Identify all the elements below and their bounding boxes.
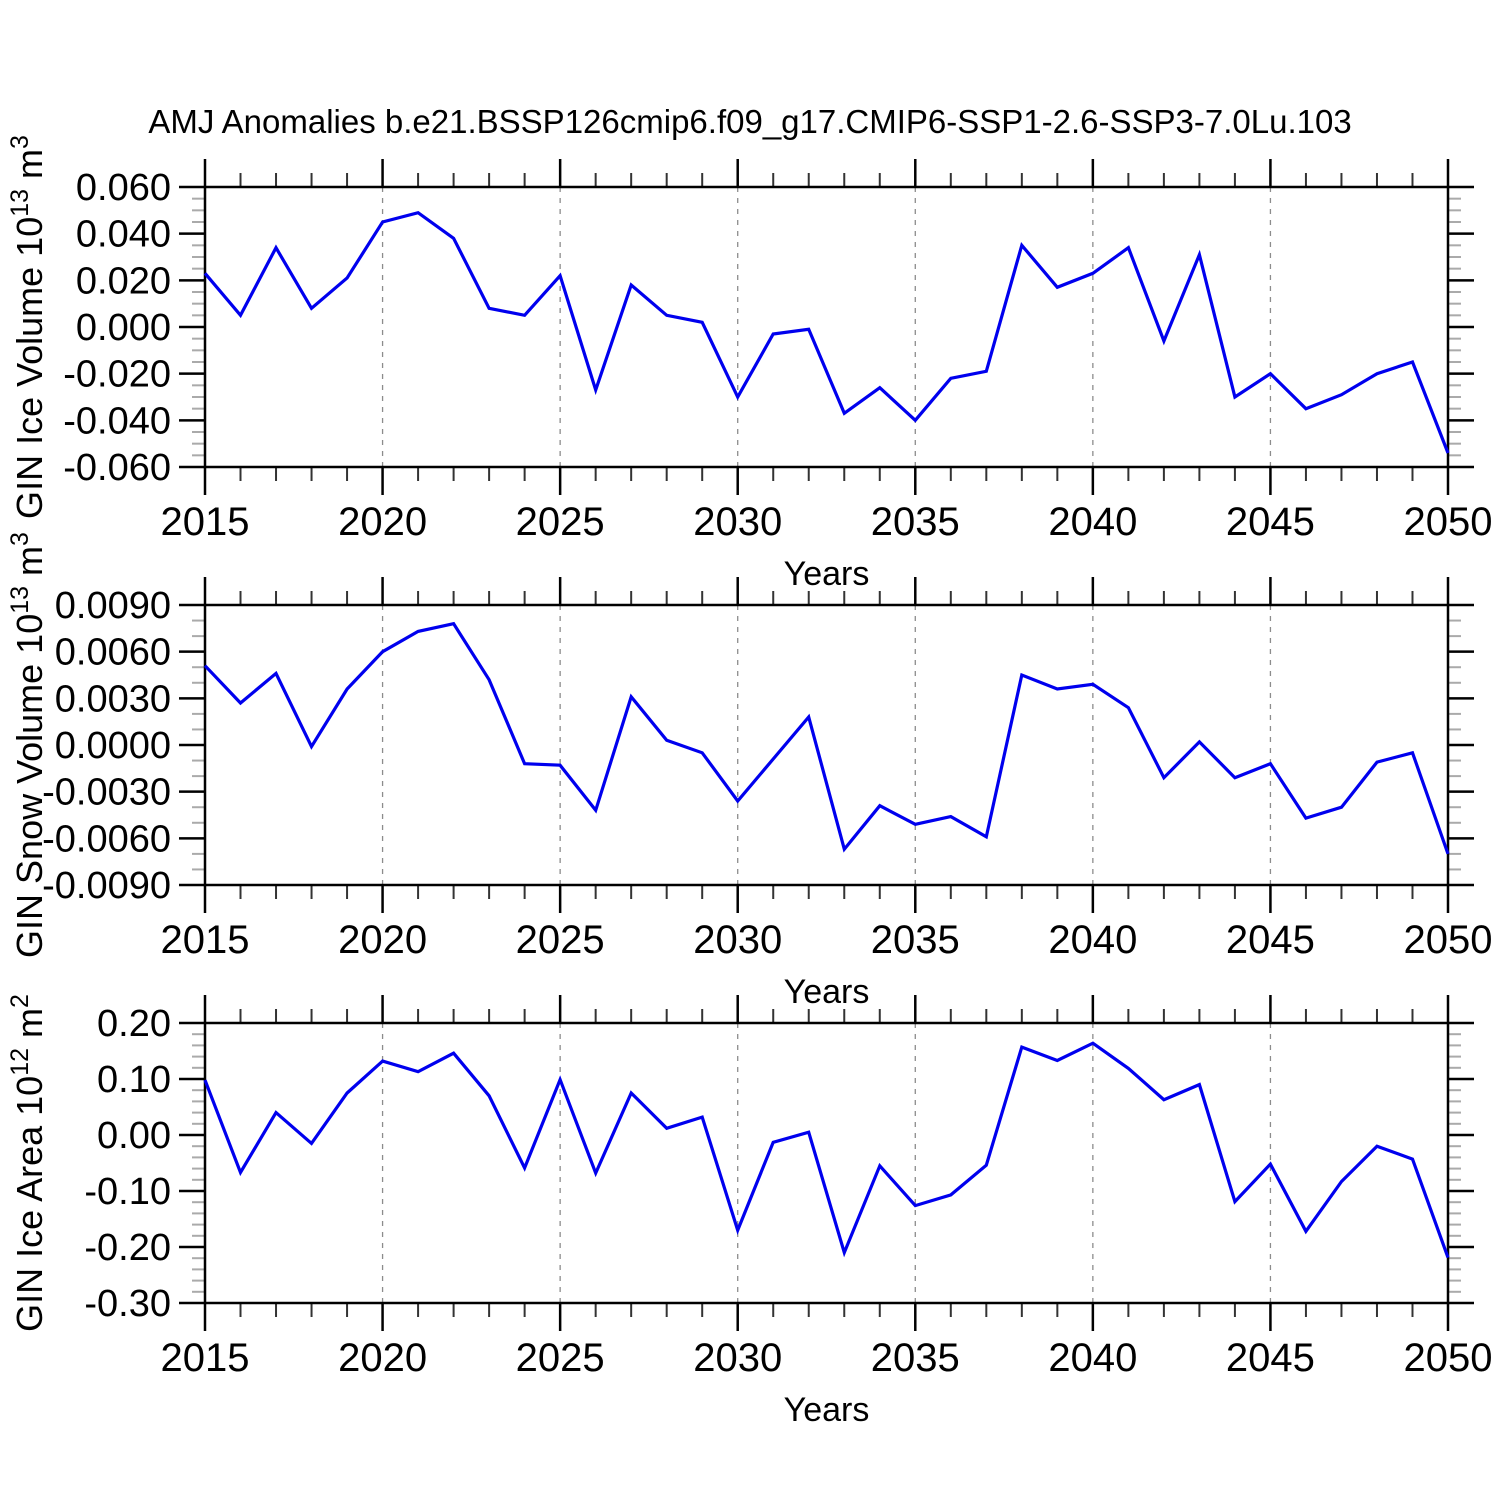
x-tick-label: 2045 [1226, 918, 1315, 962]
y-tick-label: 0.060 [76, 167, 171, 209]
x-tick-label: 2025 [516, 500, 605, 544]
panel-3: 0.20 0.10 0.00 -0.10 -0.20 -0.30 2015 2020 2025 2… [6, 994, 1492, 1429]
x-tick-label: 2030 [693, 918, 782, 962]
x-tick-label: 2045 [1226, 1336, 1315, 1380]
x-tick-label: 2030 [693, 500, 782, 544]
y-tick-label: 0.00 [97, 1115, 171, 1157]
x-tick-label: 2035 [871, 500, 960, 544]
y-tick-label: 0.000 [76, 307, 171, 349]
x-tick-label: 2030 [693, 1336, 782, 1380]
y-tick-label: 0.0090 [55, 585, 171, 627]
series-line [203, 210, 1450, 454]
y-tick-label: 0.20 [97, 1003, 171, 1045]
x-tick-label: 2020 [338, 918, 427, 962]
y-axis-title: GIN Snow Volume 1013 m3 [6, 532, 50, 958]
x-tick-label: 2015 [161, 918, 250, 962]
figure-title: AMJ Anomalies b.e21.BSSP126cmip6.f09_g17… [148, 103, 1352, 140]
axis-frame [203, 603, 1450, 887]
x-tick-label: 2015 [161, 1336, 250, 1380]
y-tick-label: -0.0090 [42, 865, 171, 907]
y-tick-label: -0.040 [63, 400, 171, 442]
y-tick-label: 0.0000 [55, 725, 171, 767]
x-axis-title: Years [784, 973, 870, 1011]
x-tick-label: 2040 [1048, 918, 1137, 962]
y-tick-label: -0.10 [84, 1171, 171, 1213]
y-tick-label: 0.020 [76, 260, 171, 302]
y-tick-label: 0.040 [76, 214, 171, 256]
x-tick-label: 2015 [161, 500, 250, 544]
x-tick-label: 2050 [1404, 918, 1493, 962]
y-tick-label: 0.10 [97, 1059, 171, 1101]
x-tick-label: 2035 [871, 1336, 960, 1380]
y-axis-title: GIN Ice Volume 1013 m3 [6, 135, 50, 519]
y-tick-label: -0.30 [84, 1283, 171, 1325]
y-tick-label: 0.0030 [55, 678, 171, 720]
x-tick-label: 2040 [1048, 500, 1137, 544]
axis-frame [203, 1021, 1450, 1305]
y-tick-label: -0.020 [63, 354, 171, 396]
series-line [203, 621, 1450, 855]
x-tick-label: 2050 [1404, 1336, 1493, 1380]
x-axis-title: Years [784, 555, 870, 593]
x-tick-label: 2035 [871, 918, 960, 962]
y-axis-title: GIN Ice Area 1012 m2 [6, 994, 50, 1332]
y-tick-label: -0.0060 [42, 818, 171, 860]
series-line [203, 1041, 1450, 1259]
y-tick-label: 0.0060 [55, 632, 171, 674]
x-tick-label: 2025 [516, 1336, 605, 1380]
y-tick-label: -0.060 [63, 447, 171, 489]
x-tick-label: 2040 [1048, 1336, 1137, 1380]
y-tick-label: -0.0030 [42, 772, 171, 814]
y-tick-label: -0.20 [84, 1227, 171, 1269]
axis-frame [203, 185, 1450, 469]
x-tick-label: 2020 [338, 1336, 427, 1380]
x-tick-label: 2025 [516, 918, 605, 962]
x-tick-label: 2045 [1226, 500, 1315, 544]
x-tick-label: 2020 [338, 500, 427, 544]
x-axis-title: Years [784, 1391, 870, 1429]
x-tick-label: 2050 [1404, 500, 1493, 544]
